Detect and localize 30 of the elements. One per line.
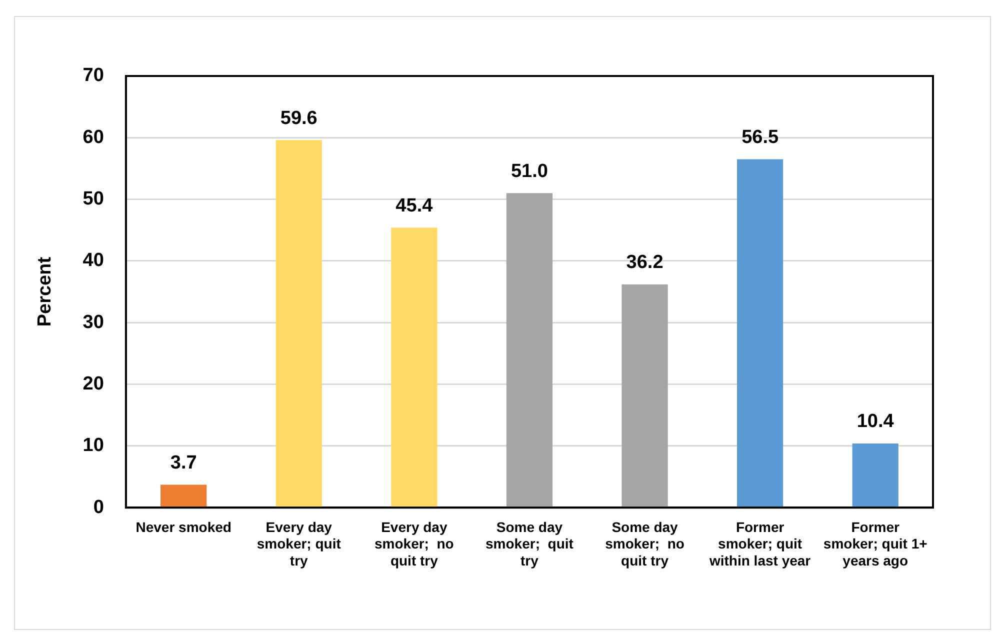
bar [506, 193, 553, 507]
data-label: 45.4 [396, 195, 434, 216]
x-tick-label: Never smoked [136, 518, 232, 535]
y-tick-label: 50 [82, 188, 104, 210]
bar [852, 443, 898, 507]
bar [160, 484, 207, 507]
y-tick-label: 40 [82, 250, 104, 272]
x-tick-label: Some day smoker; quit try [486, 518, 574, 568]
data-label: 36.2 [626, 252, 664, 274]
y-tick-label: 60 [82, 126, 104, 148]
data-label: 51.0 [510, 160, 548, 182]
x-tick-label: Every day smoker; no quit try [374, 518, 454, 568]
x-tick-label: Former smoker; quit within last year [708, 518, 812, 568]
x-tick-label: Former smoker; quit 1+ years ago [823, 518, 928, 568]
bar [391, 228, 438, 507]
y-tick-label: 70 [82, 65, 104, 86]
y-tick-label: 30 [82, 312, 104, 333]
bar [737, 159, 784, 507]
x-tick-label: Every day smoker; quit try [256, 518, 342, 568]
data-label: 56.5 [742, 126, 779, 148]
y-tick-label: 10 [82, 435, 104, 456]
bar [276, 140, 322, 507]
bar [622, 284, 668, 507]
x-tick-label: Some day smoker; no quit try [605, 518, 684, 568]
data-label: 3.7 [170, 452, 197, 474]
data-label: 10.4 [856, 411, 894, 432]
y-tick-label: 20 [82, 374, 104, 395]
y-tick-label: 0 [93, 496, 104, 518]
y-axis-title: Percent [34, 256, 56, 327]
data-label: 59.6 [280, 108, 318, 129]
